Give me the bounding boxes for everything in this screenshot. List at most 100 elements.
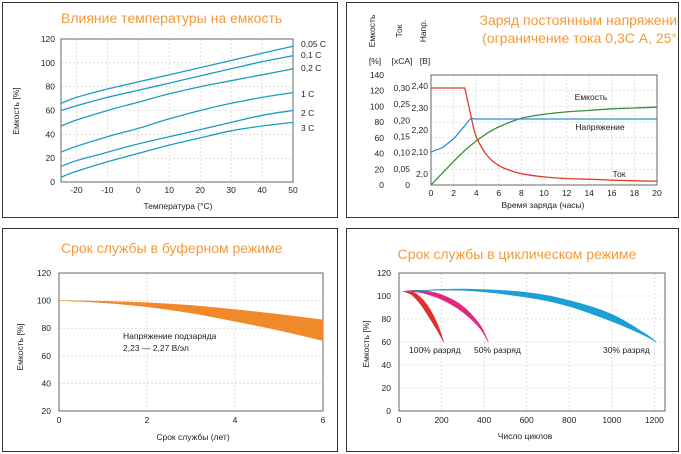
voltage-unit: [B] xyxy=(420,56,430,66)
constant-voltage-charge-panel: Заряд постоянным напряжением (ограничени… xyxy=(346,2,679,218)
y-tick-label: 0 xyxy=(50,177,55,187)
series-line xyxy=(431,87,658,182)
chart-subtitle: (ограничение тока 0,3С А, 25°С) xyxy=(482,30,678,46)
series-line xyxy=(60,121,294,178)
x-tick-label: 4 xyxy=(474,188,479,198)
series-line xyxy=(60,55,294,112)
y-tick-label: 20 xyxy=(46,153,56,163)
series-label: Емкость xyxy=(575,92,608,102)
float-service-life-chart: Срок службы в буферном режиме Емкость [%… xyxy=(15,240,326,442)
current-tick-label: 0,30 xyxy=(393,83,410,93)
capacity-tick-label: 20 xyxy=(375,164,385,174)
capacity-tick-label: 0 xyxy=(379,180,384,190)
voltage-axis-header: Напр. xyxy=(418,20,428,43)
y-tick-label: 100 xyxy=(377,291,391,301)
voltage-tick-label: 2,10 xyxy=(411,147,428,157)
y-tick-label: 80 xyxy=(46,82,56,92)
x-tick-label: -10 xyxy=(101,185,114,195)
voltage-tick-label: 2,40 xyxy=(411,81,428,91)
y-tick-label: 20 xyxy=(42,406,52,416)
voltage-tick-label: 2,0 xyxy=(416,169,428,179)
y-axis-label: Емкость [%] xyxy=(15,323,25,370)
series-label: 50% разряд xyxy=(474,345,521,355)
y-tick-label: 80 xyxy=(382,314,392,324)
cycle-life-band xyxy=(403,288,657,343)
series-line xyxy=(60,91,294,153)
series-label: 0,05 C xyxy=(301,39,326,49)
y-tick-label: 20 xyxy=(382,383,392,393)
current-tick-label: 0,10 xyxy=(393,148,410,158)
capacity-axis-header: Емкость xyxy=(367,14,377,47)
y-tick-label: 120 xyxy=(37,268,51,278)
x-tick-label: 12 xyxy=(562,188,572,198)
x-tick-label: 20 xyxy=(195,185,205,195)
y-tick-label: 100 xyxy=(37,296,51,306)
series-label: Ток xyxy=(613,169,626,179)
capacity-tick-label: 80 xyxy=(375,117,385,127)
x-tick-label: 20 xyxy=(652,188,662,198)
x-tick-label: 200 xyxy=(434,415,448,425)
x-tick-label: 0 xyxy=(429,188,434,198)
x-tick-label: 14 xyxy=(584,188,594,198)
y-tick-label: 40 xyxy=(42,378,52,388)
y-tick-label: 80 xyxy=(42,323,52,333)
temperature-capacity-panel: Влияние температуры на емкость Емкость [… xyxy=(2,2,338,218)
x-tick-label: 10 xyxy=(539,188,549,198)
series-label: 2 C xyxy=(301,108,314,118)
x-tick-label: 6 xyxy=(321,415,326,425)
plot-frame xyxy=(430,74,658,186)
series-label: 0,1 C xyxy=(301,50,321,60)
x-axis-label: Время заряда (часы) xyxy=(501,200,584,210)
series-line xyxy=(430,117,657,153)
float-voltage-range: 2,23 — 2,27 В/эл xyxy=(123,343,189,353)
cycle-life-band xyxy=(403,289,489,343)
y-tick-label: 0 xyxy=(386,406,391,416)
x-tick-label: 1200 xyxy=(645,415,664,425)
y-axis-label: Емкость [%] xyxy=(361,320,371,367)
capacity-tick-label: 120 xyxy=(370,86,384,96)
x-tick-label: 4 xyxy=(233,415,238,425)
x-axis-label: Температура (°C) xyxy=(143,201,212,211)
x-tick-label: 30 xyxy=(226,185,236,195)
current-tick-label: 0,25 xyxy=(393,99,410,109)
y-tick-label: 40 xyxy=(46,129,56,139)
capacity-tick-label: 60 xyxy=(375,133,385,143)
x-tick-label: 0 xyxy=(136,185,141,195)
current-unit: [xCA] xyxy=(392,56,413,66)
voltage-tick-label: 2,30 xyxy=(411,103,428,113)
x-tick-label: -20 xyxy=(70,185,83,195)
x-tick-label: 2 xyxy=(145,415,150,425)
y-tick-label: 120 xyxy=(377,268,391,278)
x-tick-label: 16 xyxy=(607,188,617,198)
x-tick-label: 6 xyxy=(496,188,501,198)
series-line xyxy=(60,109,294,168)
x-tick-label: 600 xyxy=(520,415,534,425)
cycle-life-band xyxy=(403,290,444,343)
current-tick-label: 0,20 xyxy=(393,115,410,125)
cycle-service-life-panel: Срок службы в циклическом режиме Емкость… xyxy=(346,228,679,452)
plot-frame xyxy=(398,272,666,412)
x-tick-label: 400 xyxy=(477,415,491,425)
y-tick-label: 60 xyxy=(382,337,392,347)
plot-frame xyxy=(58,272,324,412)
float-voltage-annotation: Напряжение подзаряда xyxy=(123,331,217,341)
voltage-tick-label: 2,20 xyxy=(411,125,428,135)
y-tick-label: 60 xyxy=(42,351,52,361)
x-tick-label: 2 xyxy=(451,188,456,198)
series-label: 100% разряд xyxy=(409,345,461,355)
x-tick-label: 0 xyxy=(397,415,402,425)
series-label: 1 C xyxy=(301,89,314,99)
series-line xyxy=(60,45,294,104)
x-tick-label: 800 xyxy=(562,415,576,425)
temperature-capacity-chart: Влияние температуры на емкость Емкость [… xyxy=(11,10,326,211)
chart-title: Срок службы в буферном режиме xyxy=(61,240,283,256)
series-line xyxy=(430,106,658,186)
float-life-band xyxy=(58,300,324,341)
x-tick-label: 1000 xyxy=(602,415,621,425)
capacity-tick-label: 40 xyxy=(375,149,385,159)
cycle-service-life-chart: Срок службы в циклическом режиме Емкость… xyxy=(361,246,666,441)
x-axis-label: Срок службы (лет) xyxy=(156,432,229,442)
x-tick-label: 40 xyxy=(257,185,267,195)
y-tick-label: 120 xyxy=(41,34,55,44)
float-service-life-panel: Срок службы в буферном режиме Емкость [%… xyxy=(2,228,338,452)
